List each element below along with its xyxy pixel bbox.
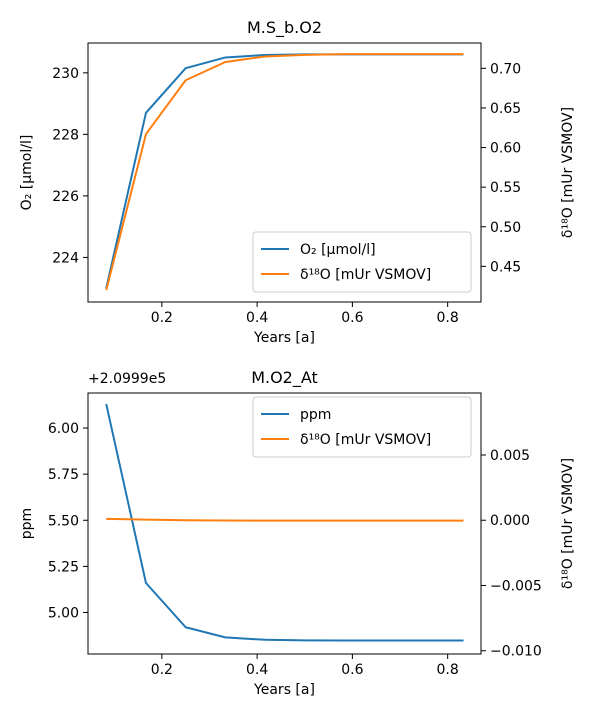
y2-tick-label: 0.000 [490, 513, 530, 529]
chart-panel-1: 0.2 0.4 0.6 0.8 224 226 228 230 0.45 0.50 0.55 0.60… [19, 18, 576, 346]
y-tick-label: 224 [52, 250, 79, 266]
y2-tick-label: 0.65 [490, 101, 521, 117]
y-tick-label: 5.00 [48, 605, 79, 621]
x-axis-label: Years [a] [253, 330, 315, 346]
y2-tick-label: 0.70 [490, 61, 521, 77]
legend-label: ppm [300, 407, 331, 423]
x-tick-label: 0.8 [437, 662, 459, 678]
y-axis-label: O₂ [µmol/l] [19, 135, 35, 211]
x-tick-label: 0.4 [246, 662, 268, 678]
legend-label: O₂ [µmol/l] [300, 242, 376, 258]
x-tick-label: 0.6 [341, 662, 363, 678]
series-line-2 [106, 517, 464, 522]
y2-axis-label: δ¹⁸O [mUr VSMOV] [560, 107, 576, 238]
x-tick-label: 0.2 [151, 310, 173, 326]
legend-box [252, 231, 472, 293]
series-line-1 [105, 403, 464, 642]
y-tick-label: 6.00 [48, 421, 79, 437]
y-offset-label: +2.0999e5 [88, 371, 166, 387]
y2-tick-label: 0.45 [490, 259, 521, 275]
y2-tick-label: −0.010 [490, 644, 542, 660]
legend: O₂ [µmol/l] δ¹⁸O [mUr VSMOV] [252, 231, 472, 293]
chart-panel-2: 0.2 0.4 0.6 0.8 5.00 5.25 5.50 5.75 6.00 −0.010 −0… [19, 368, 576, 698]
chart-title: M.S_b.O2 [247, 18, 322, 38]
y-tick-label: 230 [52, 66, 79, 82]
y-tick-label: 5.25 [48, 559, 79, 575]
x-tick-label: 0.2 [151, 662, 173, 678]
y2-tick-label: 0.55 [490, 180, 521, 196]
y2-tick-label: −0.005 [490, 578, 542, 594]
y2-tick-label: 0.60 [490, 141, 521, 157]
plot-frame [87, 42, 482, 303]
x-tick-label: 0.4 [246, 310, 268, 326]
y2-tick-label: 0.50 [490, 220, 521, 236]
y-tick-label: 228 [52, 127, 79, 143]
legend-box [252, 396, 472, 458]
series-line-2 [105, 53, 464, 291]
y2-tick-label: 0.005 [490, 448, 530, 464]
x-tick-label: 0.8 [437, 310, 459, 326]
y-tick-label: 5.50 [48, 513, 79, 529]
legend-label: δ¹⁸O [mUr VSMOV] [300, 267, 431, 283]
y-tick-label: 5.75 [48, 467, 79, 483]
y2-axis-label: δ¹⁸O [mUr VSMOV] [560, 458, 576, 589]
chart-title: M.O2_At [251, 368, 318, 388]
x-axis-label: Years [a] [253, 682, 315, 698]
y-tick-label: 226 [52, 189, 79, 205]
legend: ppm δ¹⁸O [mUr VSMOV] [252, 396, 472, 458]
legend-label: δ¹⁸O [mUr VSMOV] [300, 432, 431, 448]
y-axis-label: ppm [19, 508, 35, 539]
x-tick-label: 0.6 [341, 310, 363, 326]
plot-frame [87, 392, 482, 655]
